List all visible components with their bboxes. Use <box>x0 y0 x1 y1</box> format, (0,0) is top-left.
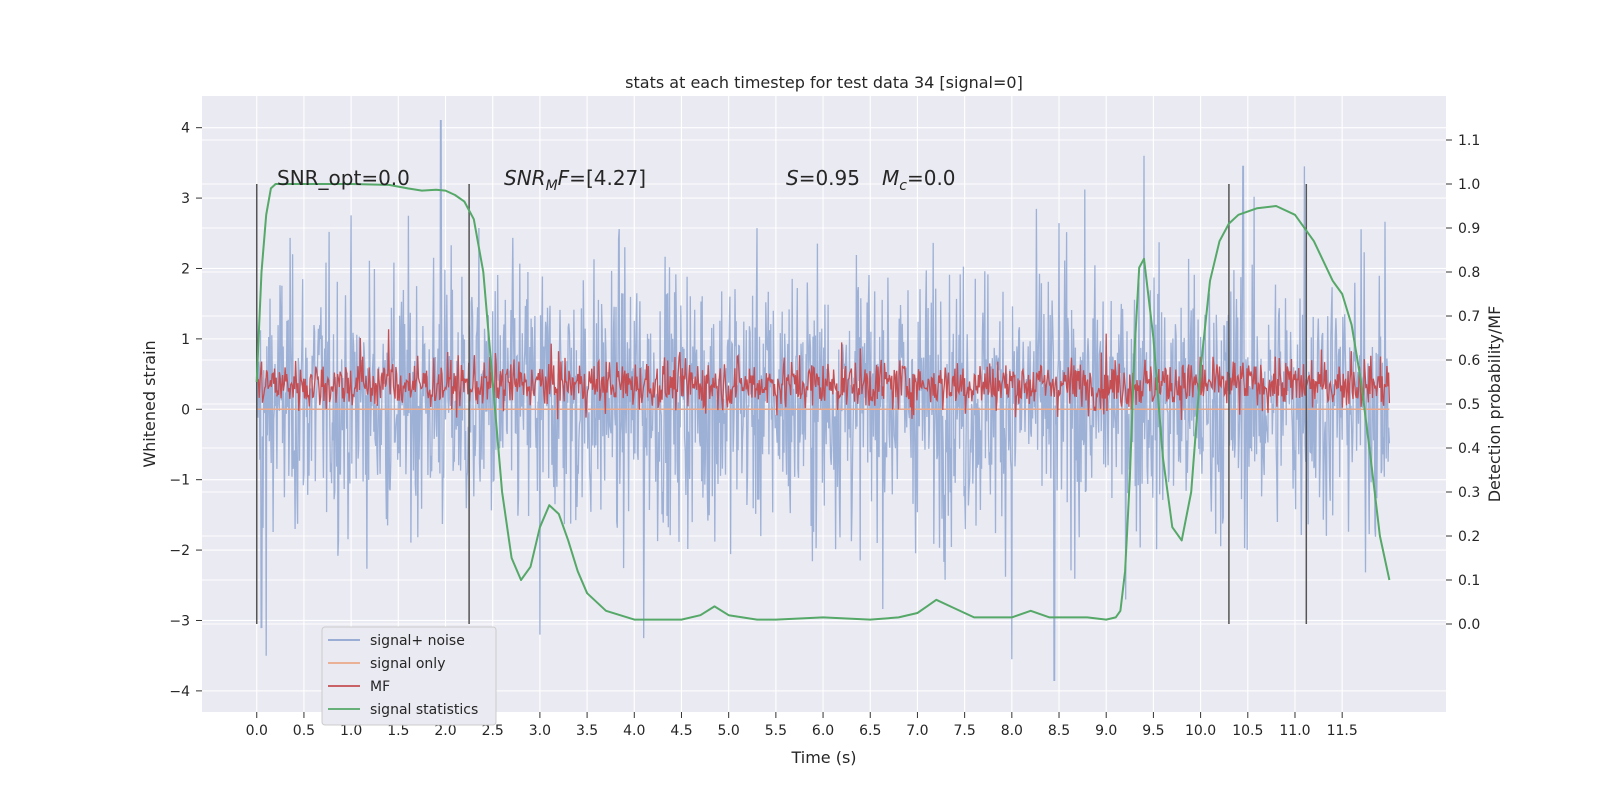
legend-label-mf: MF <box>370 679 390 695</box>
x-tick-labels: 0.0 0.5 1.0 1.5 2.0 2.5 3.0 3.5 4.0 4.5 5.0 5.5 6.0 6… <box>246 712 1358 739</box>
y-left-tick-label: −2 <box>169 543 190 559</box>
legend-box <box>321 626 497 726</box>
x-tick-label: 3.5 <box>576 723 598 739</box>
annotation-snr-mf-value: [4.27] <box>586 166 646 190</box>
y-right-tick-label: 1.1 <box>1458 133 1480 149</box>
x-tick-label: 5.5 <box>765 723 787 739</box>
y-left-axis-label: Whitened strain <box>140 340 159 467</box>
chart-title: stats at each timestep for test data 34 … <box>625 73 1023 92</box>
y-right-tick-label: 0.1 <box>1458 573 1480 589</box>
y-right-tick-label: 0.8 <box>1458 265 1480 281</box>
y-left-tick-label: −1 <box>169 473 190 489</box>
y-right-tick-label: 0.4 <box>1458 441 1480 457</box>
x-tick-label: 9.5 <box>1142 723 1164 739</box>
annotation-s: S=0.95 <box>786 166 860 190</box>
legend-label-signal-only: signal only <box>370 656 445 672</box>
x-tick-label: 8.5 <box>1048 723 1070 739</box>
x-tick-label: 6.0 <box>812 723 834 739</box>
y-right-tick-label: 0.3 <box>1458 485 1480 501</box>
signal-noise-line <box>256 119 1391 681</box>
x-tick-label: 6.5 <box>859 723 881 739</box>
y-right-tick-label: 0.7 <box>1458 309 1480 325</box>
x-tick-label: 2.0 <box>434 723 456 739</box>
y-right-tick-label: 1.0 <box>1458 177 1480 193</box>
x-tick-label: 1.0 <box>340 723 362 739</box>
x-tick-label: 0.5 <box>293 723 315 739</box>
legend-label-signal-noise: signal+ noise <box>370 633 465 649</box>
y-left-tick-labels: 4 3 2 1 0 −1 −2 −3 −4 <box>169 121 202 700</box>
y-right-axis-label: Detection probability/MF <box>1485 306 1504 503</box>
y-left-tick-label: 4 <box>181 121 190 137</box>
x-tick-label: 5.0 <box>718 723 740 739</box>
vertical-markers <box>255 184 1308 624</box>
y-right-tick-label: 0.9 <box>1458 221 1480 237</box>
x-tick-label: 9.0 <box>1095 723 1117 739</box>
x-tick-label: 11.0 <box>1279 723 1310 739</box>
series-signal-statistics <box>255 183 1391 621</box>
x-tick-label: 4.5 <box>670 723 692 739</box>
annotation-mc-value: =0.0 <box>907 166 956 190</box>
y-left-tick-label: 3 <box>181 191 190 207</box>
x-tick-label: 11.5 <box>1327 723 1358 739</box>
y-left-tick-label: 0 <box>181 402 190 418</box>
series-mf <box>256 329 1391 421</box>
y-right-tick-label: 0.6 <box>1458 353 1480 369</box>
annotation-snr-mf: SNRMF=[4.27] <box>504 166 646 194</box>
x-tick-label: 7.5 <box>954 723 976 739</box>
y-right-tick-labels: 1.1 1.0 0.9 0.8 0.7 0.6 0.5 0.4 0.3 0.2 0.1 0.0 <box>1446 133 1480 633</box>
legend: signal+ noise signal only MF signal stat… <box>321 626 497 726</box>
x-tick-label: 4.0 <box>623 723 645 739</box>
x-tick-label: 10.0 <box>1185 723 1216 739</box>
y-left-tick-label: 2 <box>181 261 190 277</box>
signal-statistics-line <box>255 183 1391 621</box>
series-signal-noise <box>256 119 1391 681</box>
x-tick-label: 2.5 <box>482 723 504 739</box>
y-right-tick-label: 0.0 <box>1458 617 1480 633</box>
x-tick-label: 10.5 <box>1232 723 1263 739</box>
legend-label-signal-statistics: signal statistics <box>370 702 478 718</box>
mf-line <box>256 329 1391 421</box>
y-left-tick-label: 1 <box>181 332 190 348</box>
annotation-snr-opt: SNR_opt=0.0 <box>277 166 410 190</box>
y-left-tick-label: −4 <box>169 684 190 700</box>
y-right-tick-label: 0.5 <box>1458 397 1480 413</box>
annotation-s-value: =0.95 <box>799 166 860 190</box>
x-tick-label: 8.0 <box>1001 723 1023 739</box>
annotation-mc: Mc=0.0 <box>882 166 956 194</box>
y-right-tick-label: 0.2 <box>1458 529 1480 545</box>
x-axis-label: Time (s) <box>790 748 856 767</box>
x-tick-label: 7.0 <box>906 723 928 739</box>
x-tick-label: 3.0 <box>529 723 551 739</box>
y-left-tick-label: −3 <box>169 613 190 629</box>
x-tick-label: 0.0 <box>246 723 268 739</box>
x-tick-label: 1.5 <box>387 723 409 739</box>
grid <box>202 96 1446 712</box>
